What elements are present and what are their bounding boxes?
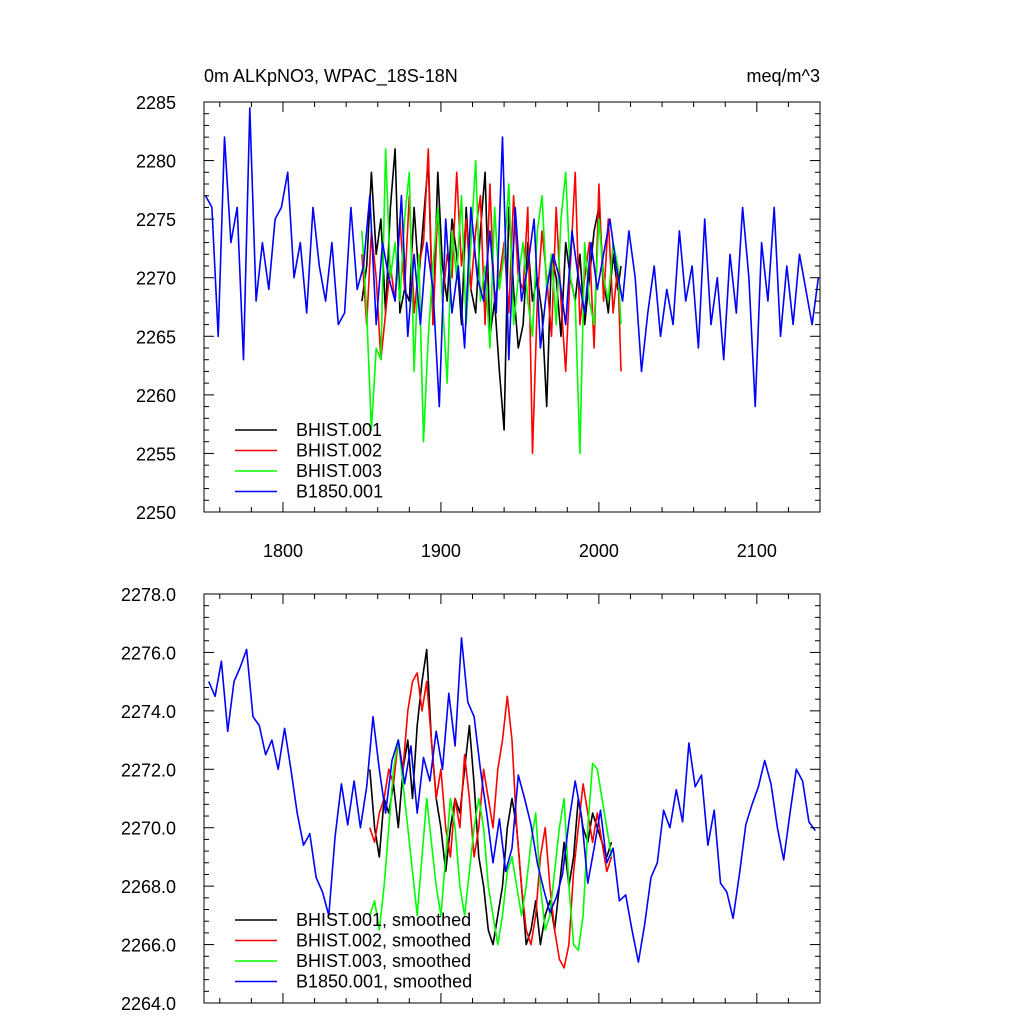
y-tick-label: 2270.0	[121, 819, 176, 839]
y-tick-label: 2266.0	[121, 936, 176, 956]
y-tick-label: 2272.0	[121, 760, 176, 780]
bottom-panel: 2264.0 2266.0 2268.0 2270.0 2272.0 2274.0 2276…	[121, 585, 821, 1014]
series-line-BHIST.003	[361, 148, 622, 455]
legend-label: BHIST.003, smoothed	[296, 951, 471, 971]
y-tick-label: 2274.0	[121, 702, 176, 722]
y-tick-label: 2270	[136, 269, 176, 289]
legend-label: BHIST.002	[296, 441, 382, 461]
top-panel: 0m ALKpNO3, WPAC_18S-18N meq/m^3 2250225…	[136, 66, 821, 561]
series-line-BHIST.003, smoothed	[369, 739, 613, 952]
x-tick-label: 1800	[263, 541, 303, 561]
y-tick-label: 2276.0	[121, 643, 176, 663]
panel-units: meq/m^3	[747, 66, 820, 86]
legend-label: BHIST.003	[296, 461, 382, 481]
legend-label: B1850.001	[296, 482, 383, 502]
y-tick-label: 2260	[136, 386, 176, 406]
y-tick-label: 2275	[136, 210, 176, 230]
y-tick-label: 2255	[136, 444, 176, 464]
y-tick-label: 2285	[136, 93, 176, 113]
plot-frame	[203, 101, 821, 513]
series-line-B1850.001, smoothed	[207, 637, 816, 963]
legend-label: BHIST.002, smoothed	[296, 931, 471, 951]
y-tick-label: 2280	[136, 152, 176, 172]
x-tick-label: 2000	[579, 541, 619, 561]
plot-frame	[203, 593, 821, 1004]
x-tick-label: 1900	[421, 541, 461, 561]
y-tick-label: 2278.0	[121, 585, 176, 605]
y-tick-label: 2250	[136, 503, 176, 523]
series-line-BHIST.001, smoothed	[369, 648, 613, 946]
y-tick-label: 2264.0	[121, 994, 176, 1014]
series-line-B1850.001	[204, 107, 820, 408]
legend-label: B1850.001, smoothed	[296, 972, 472, 992]
legend-label: BHIST.001	[296, 420, 382, 440]
x-tick-label: 2100	[737, 541, 777, 561]
y-tick-label: 2265	[136, 327, 176, 347]
plot-area: 2264.0 2266.0 2268.0 2270.0 2272.0 2274.0 2276…	[121, 585, 821, 1014]
legend-label: BHIST.001, smoothed	[296, 910, 471, 930]
panel-title: 0m ALKpNO3, WPAC_18S-18N	[204, 66, 458, 87]
y-tick-label: 2268.0	[121, 877, 176, 897]
plot-area: 2250 2255 2260 2265 2270 2275 2280 2285 1800 1900…	[136, 93, 821, 561]
